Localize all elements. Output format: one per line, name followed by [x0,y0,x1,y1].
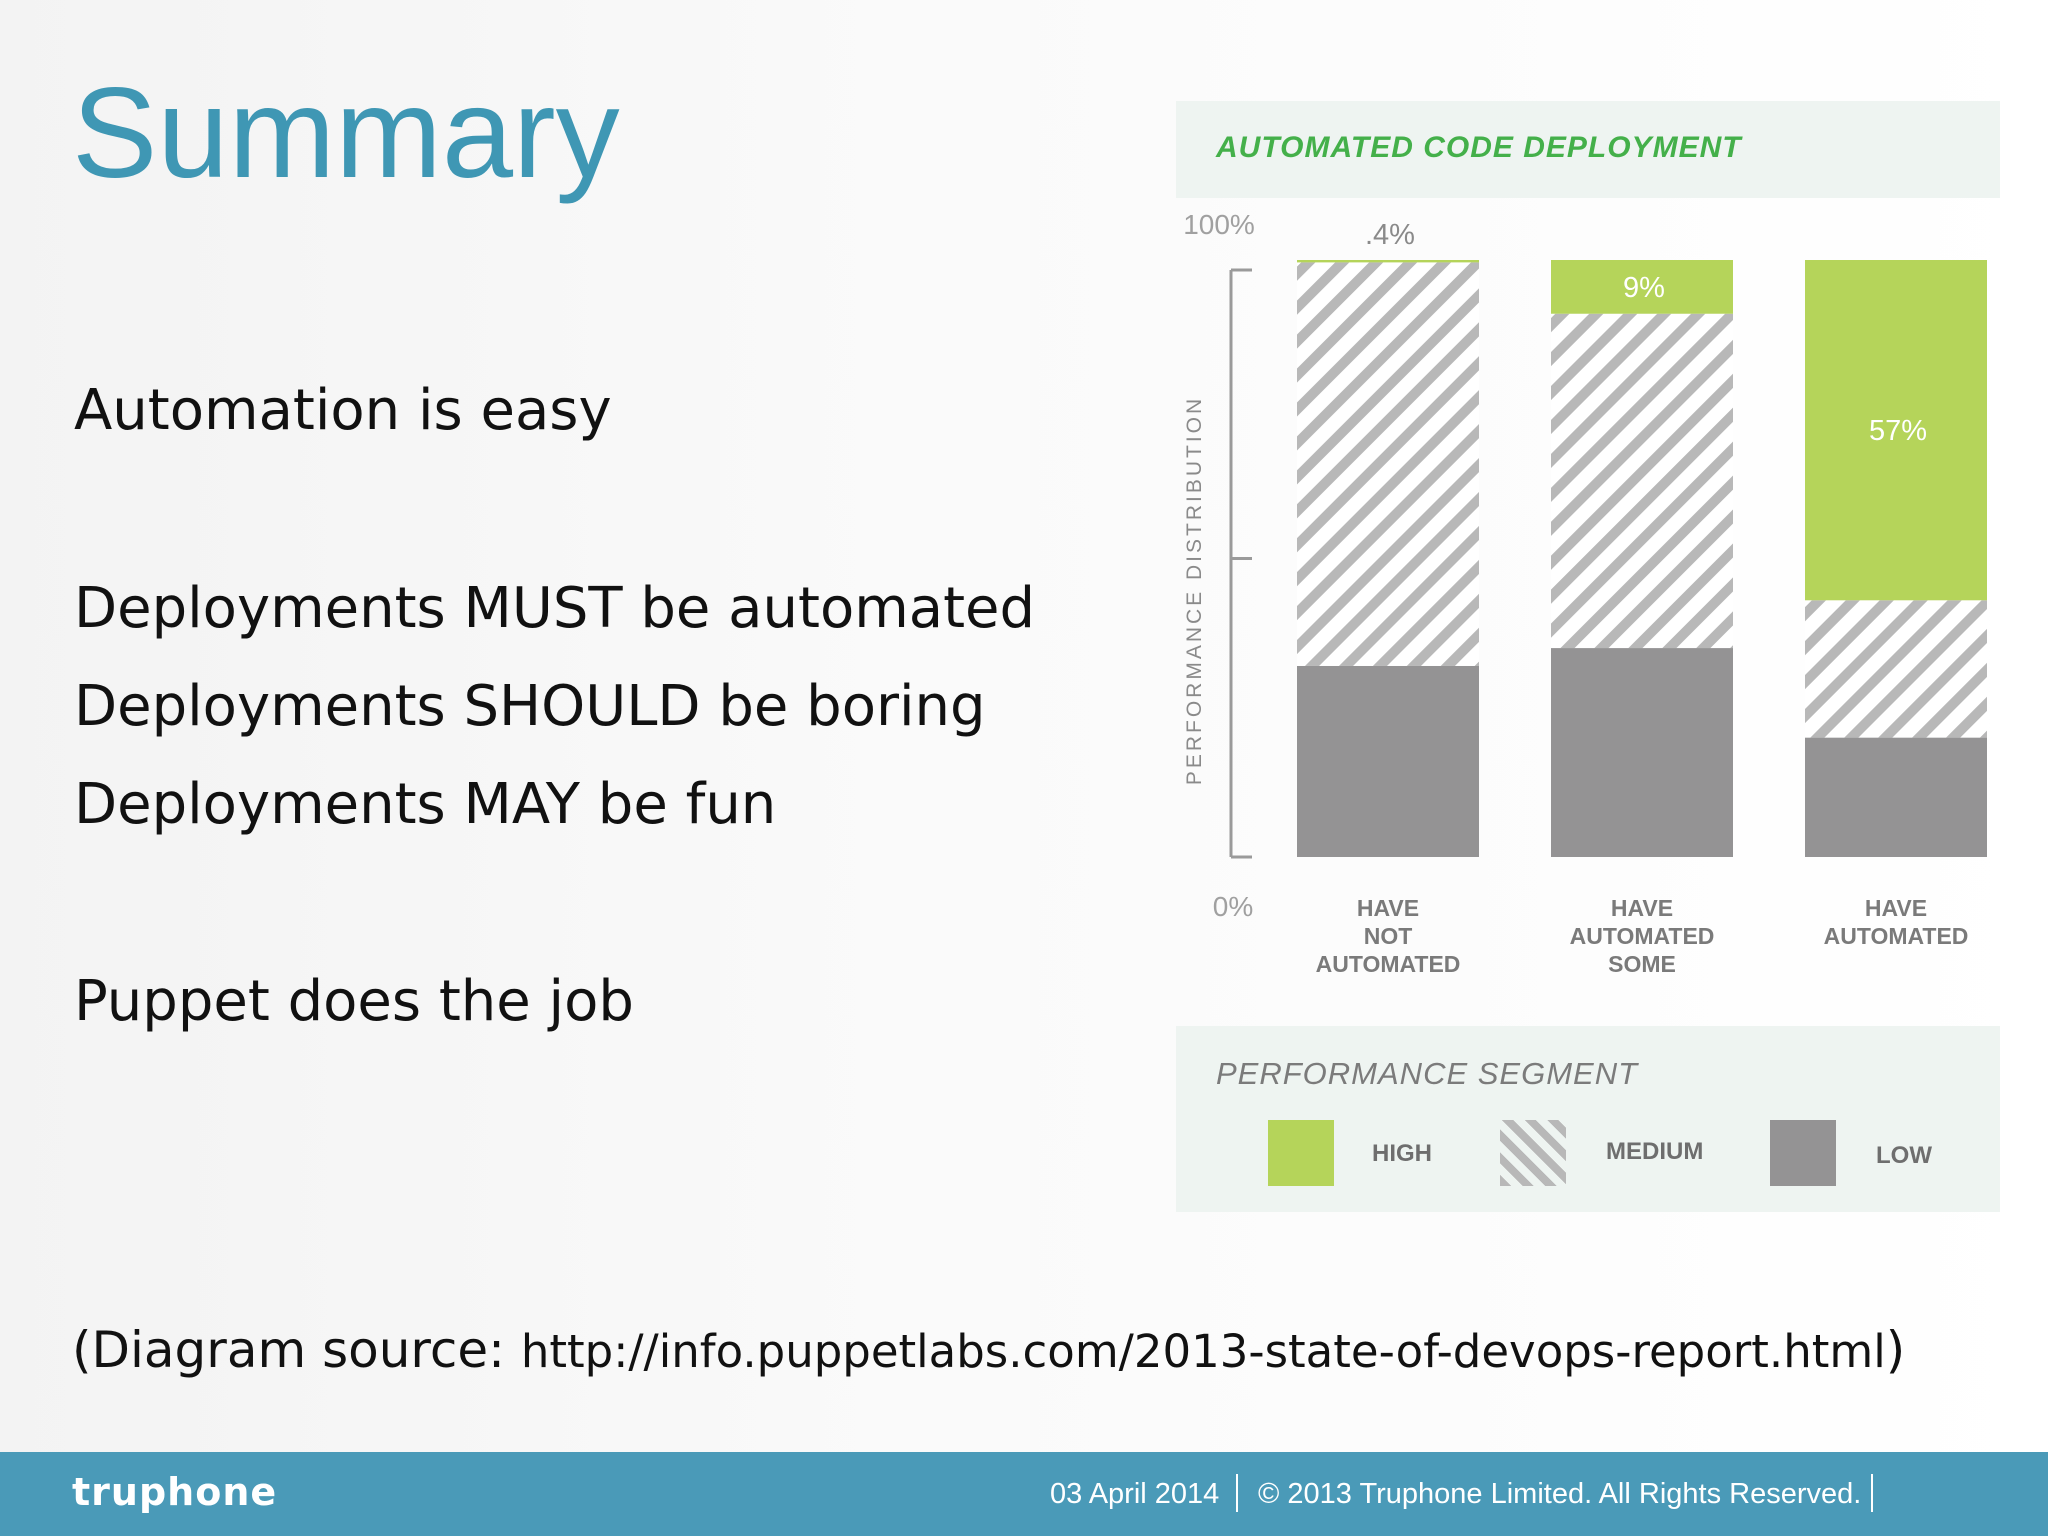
chart-header: AUTOMATED CODE DEPLOYMENT [1176,101,2000,198]
footer-bar: truphone 03 April 2014 © 2013 Truphone L… [0,1452,2048,1536]
footer-divider [1871,1474,1873,1512]
legend-label-low: LOW [1876,1142,1932,1169]
footer-divider [1236,1474,1238,1512]
bullet-text: Puppet does the job [74,969,634,1034]
legend-title: PERFORMANCE SEGMENT [1216,1056,1639,1091]
bar-segment-medium [1297,262,1479,666]
truphone-logo: truphone [72,1470,278,1514]
bullet-text: Deployments SHOULD be boring [74,674,986,739]
source-prefix: (Diagram source: [72,1321,521,1379]
bullet-text: Deployments MUST be automated [74,576,1036,641]
source-url: http://info.puppetlabs.com/2013-state-of… [520,1325,1886,1378]
category-label: HAVE [1865,895,1927,921]
y-axis-label: PERFORMANCE DISTRIBUTION [1183,396,1206,785]
category-label: NOT [1364,923,1413,949]
bar-segment-high [1805,260,1987,601]
bar-segment-low [1297,665,1479,857]
data-label: 9% [1623,272,1665,304]
bar-segment-high [1297,260,1479,263]
legend-swatch-low [1770,1120,1836,1186]
data-label: 57% [1869,415,1927,447]
bar-segment-high [1551,260,1733,314]
stacked-bar-chart: 100%0%PERFORMANCE DISTRIBUTION .4%HAVENO… [1183,209,1987,977]
category-label: SOME [1608,951,1676,977]
bar-segment-medium [1805,600,1987,738]
bar-segment-low [1805,737,1987,857]
category-label: AUTOMATED [1824,923,1969,949]
footer-date: 03 April 2014 [1050,1478,1220,1510]
category-label: AUTOMATED [1570,923,1715,949]
category-label: HAVE [1357,895,1419,921]
category-label: HAVE [1611,895,1673,921]
y-tick-label: 100% [1183,209,1255,240]
y-tick-label: 0% [1213,891,1253,922]
chart-legend: PERFORMANCE SEGMENT HIGH MEDIUM LOW [1176,1026,2000,1212]
legend-label-medium: MEDIUM [1606,1138,1704,1165]
bullet-text: Deployments MAY be fun [74,772,777,837]
bar-segment-low [1551,648,1733,857]
legend-swatch-medium [1500,1120,1566,1186]
footer-copyright: © 2013 Truphone Limited. All Rights Rese… [1258,1478,1862,1510]
source-suffix: ) [1885,1321,1906,1379]
bullet-text: Automation is easy [74,378,612,443]
chart-title: AUTOMATED CODE DEPLOYMENT [1216,131,1742,164]
legend-label-high: HIGH [1372,1140,1432,1167]
bar-segment-medium [1551,313,1733,649]
category-label: AUTOMATED [1316,951,1461,977]
data-label: .4% [1365,219,1415,251]
slide-title: Summary [72,62,620,205]
diagram-source: (Diagram source: http://info.puppetlabs.… [72,1325,1905,1375]
legend-swatch-high [1268,1120,1334,1186]
